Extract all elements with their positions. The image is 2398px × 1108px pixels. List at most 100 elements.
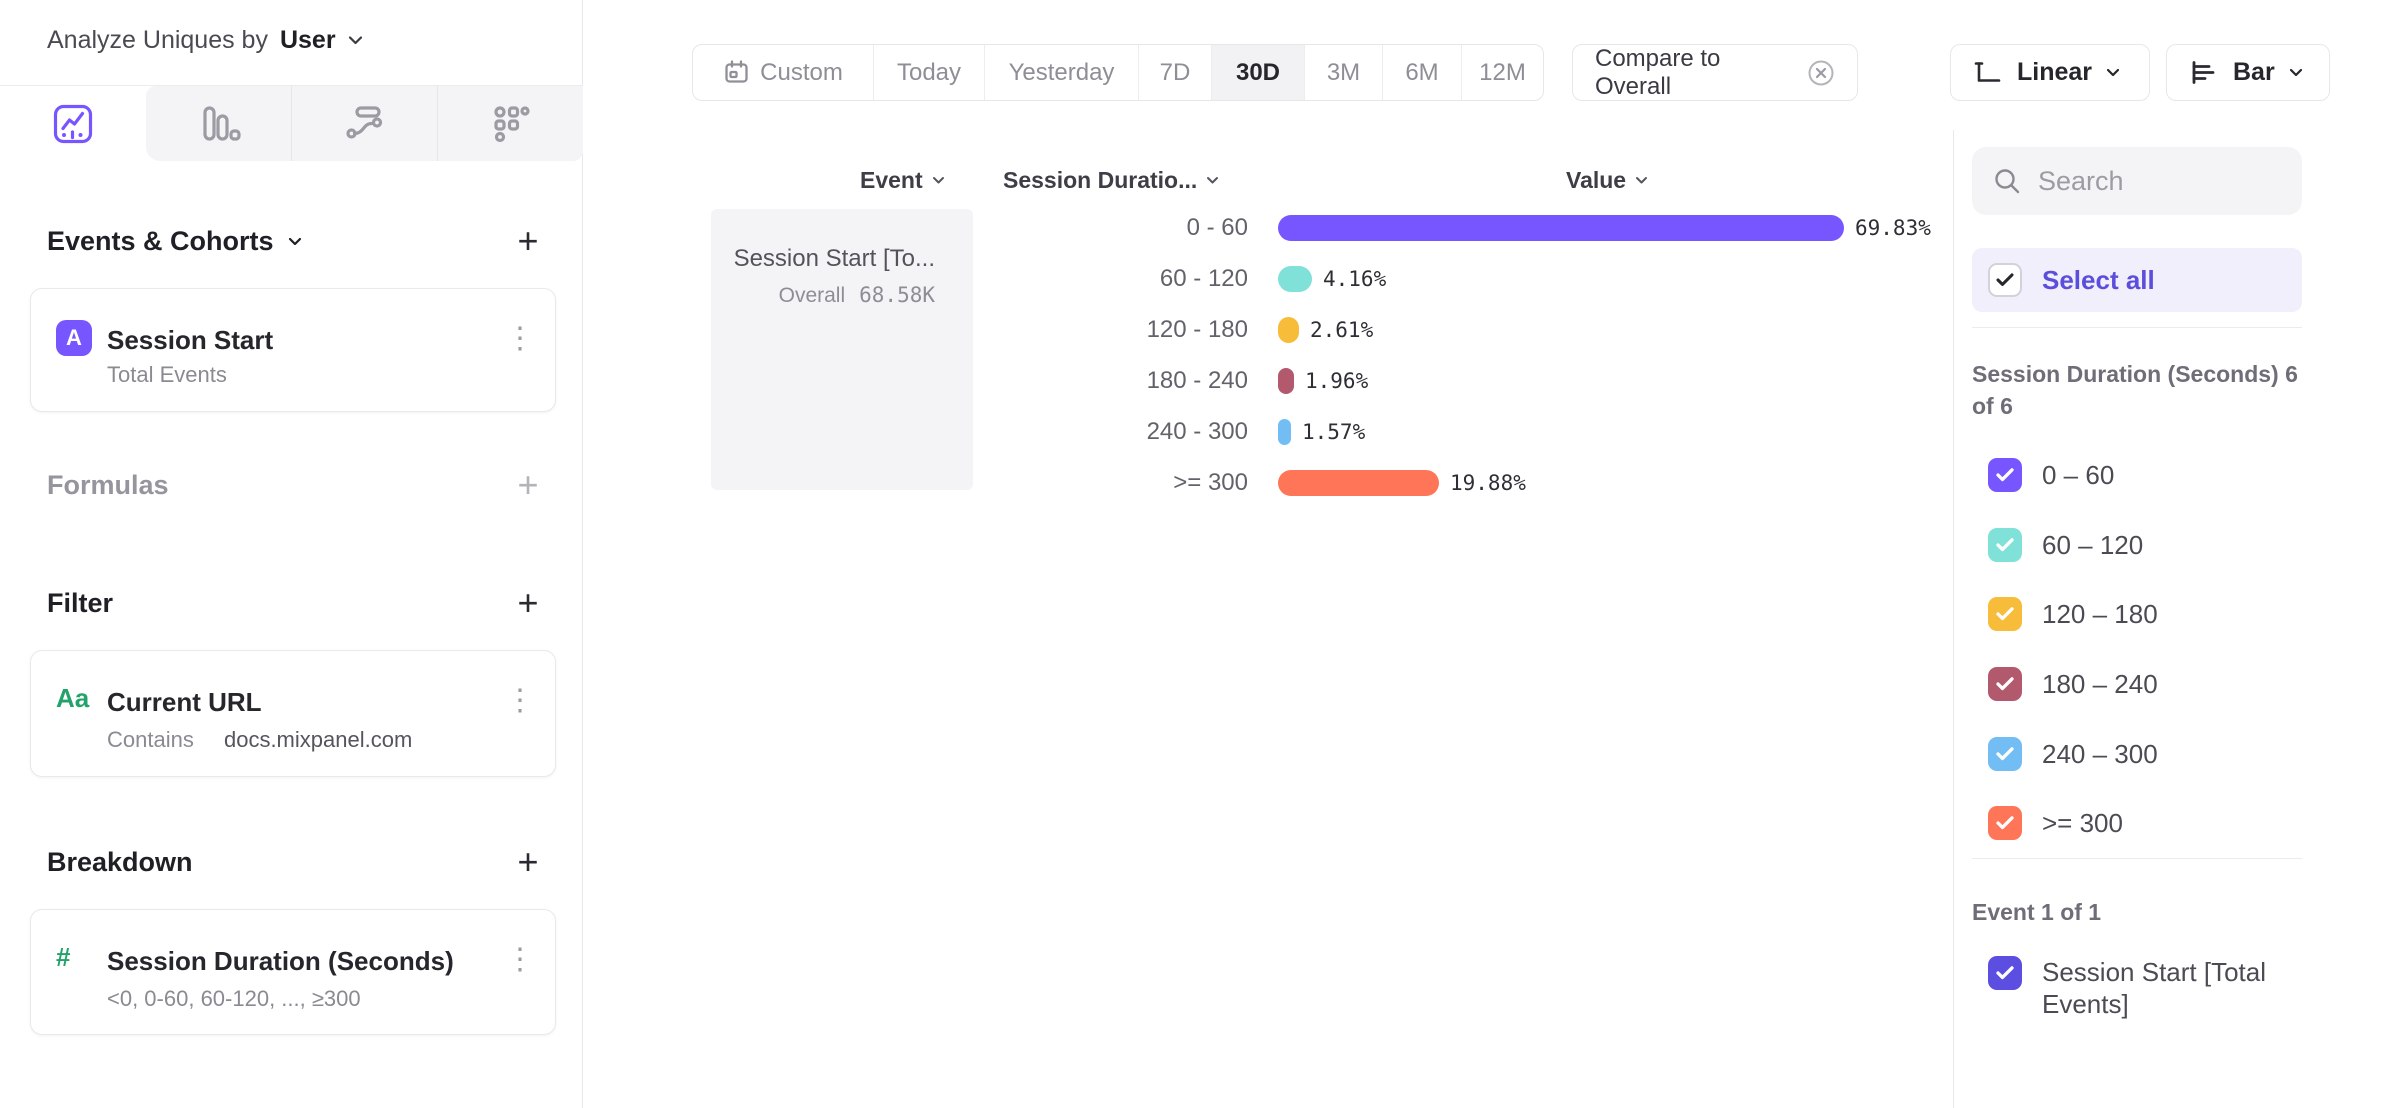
category-label: 240 - 300 <box>1146 418 1248 445</box>
chart-row: 0 - 60 69.83% <box>978 214 1931 241</box>
filter-value[interactable]: docs.mixpanel.com <box>223 727 413 752</box>
segment-row-240-300[interactable]: 240 – 300 <box>1988 737 2158 771</box>
date-tab-label: Today <box>896 58 962 86</box>
date-tab-7d[interactable]: 7D <box>1138 45 1211 100</box>
segment-checkbox[interactable] <box>1988 597 2022 631</box>
add-formula-button[interactable]: + <box>517 464 539 505</box>
add-filter-button[interactable]: + <box>517 582 539 623</box>
filter-section-title: Filter <box>47 587 114 618</box>
segment-checkbox[interactable] <box>1988 458 2022 492</box>
date-tab-label: 3M <box>1326 58 1361 86</box>
breakdown-section-title: Breakdown <box>47 846 193 877</box>
segment-checkbox[interactable] <box>1988 737 2022 771</box>
column-header-label: Session Duratio... <box>1003 166 1198 193</box>
chart-type-selector-button[interactable]: Bar <box>2166 44 2330 101</box>
date-tab-3m[interactable]: 3M <box>1304 45 1382 100</box>
event-card-subtitle[interactable]: Total Events <box>107 362 227 387</box>
tab-flows[interactable] <box>291 86 437 161</box>
segment-checkbox[interactable] <box>1988 667 2022 701</box>
event-group-cell[interactable]: Session Start [To... Overall 68.58K <box>711 209 973 490</box>
bar-segment-0-60[interactable] <box>1278 215 1844 241</box>
value-label: 19.88% <box>1450 471 1526 495</box>
filter-card-condition[interactable]: Contains docs.mixpanel.com <box>107 727 412 753</box>
segment-row-180-240[interactable]: 180 – 240 <box>1988 667 2158 701</box>
event-item-row[interactable]: Session Start [Total Events] <box>1988 956 2290 1020</box>
segment-row-60-120[interactable]: 60 – 120 <box>1988 528 2143 562</box>
filter-card-current-url[interactable]: Aa Current URL ⋮ Contains docs.mixpanel.… <box>30 650 556 777</box>
tab-insights-line[interactable] <box>0 86 146 161</box>
formulas-section-title: Formulas <box>47 469 169 500</box>
chart-row: 120 - 180 2.61% <box>978 316 1374 343</box>
breakdown-group-label: Session Duration (Seconds) 6 of 6 <box>1972 361 2298 419</box>
column-header-value[interactable]: Value <box>1566 166 1648 194</box>
date-tab-30d[interactable]: 30D <box>1211 45 1304 100</box>
select-all-row[interactable]: Select all <box>1972 248 2302 312</box>
bar-chart-icon <box>196 101 242 147</box>
date-tab-label: Custom <box>760 58 843 86</box>
line-chart-icon <box>50 101 96 147</box>
event-card-session-start[interactable]: A Session Start ⋮ Total Events <box>30 288 556 412</box>
bar-segment-240-300[interactable] <box>1278 419 1291 445</box>
events-section-title[interactable]: Events & Cohorts <box>47 225 274 256</box>
search-icon <box>1992 166 2022 196</box>
breakdown-card-title[interactable]: Session Duration (Seconds) <box>107 946 454 976</box>
event-item-checkbox[interactable] <box>1988 956 2022 990</box>
calendar-icon <box>723 59 750 86</box>
category-label: >= 300 <box>1173 469 1248 496</box>
add-breakdown-button[interactable]: + <box>517 841 539 882</box>
segment-checkbox[interactable] <box>1988 528 2022 562</box>
segment-search[interactable] <box>1972 147 2302 215</box>
kebab-menu-icon[interactable]: ⋮ <box>505 684 535 717</box>
analyze-selection-value[interactable]: User <box>279 25 336 54</box>
column-header-breakdown[interactable]: Session Duratio... <box>1003 166 1219 194</box>
category-label: 120 - 180 <box>1146 316 1248 343</box>
segment-label: >= 300 <box>2042 807 2123 838</box>
date-tab-custom[interactable]: Custom <box>693 45 873 100</box>
remove-compare-icon[interactable] <box>1807 59 1835 87</box>
filter-card-title[interactable]: Current URL <box>107 687 262 717</box>
chart-row: >= 300 19.88% <box>978 469 1526 496</box>
kebab-menu-icon[interactable]: ⋮ <box>505 943 535 976</box>
date-range-tabs: Custom Today Yesterday 7D 30D 3M 6M 12M <box>692 44 1544 101</box>
flows-icon <box>342 101 388 147</box>
kebab-menu-icon[interactable]: ⋮ <box>505 322 535 355</box>
value-label: 69.83% <box>1855 216 1931 240</box>
chart-row: 60 - 120 4.16% <box>978 265 1386 292</box>
horizontal-bars-icon <box>2189 59 2219 86</box>
event-letter-badge: A <box>56 320 92 356</box>
date-tab-today[interactable]: Today <box>873 45 984 100</box>
date-tab-yesterday[interactable]: Yesterday <box>984 45 1138 100</box>
segment-row-0-60[interactable]: 0 – 60 <box>1988 458 2114 492</box>
segment-checkbox[interactable] <box>1988 806 2022 840</box>
date-tab-label: 6M <box>1405 58 1439 86</box>
category-label: 60 - 120 <box>1159 265 1248 292</box>
scale-selector-button[interactable]: Linear <box>1950 44 2150 101</box>
tab-metrics[interactable] <box>437 86 583 161</box>
select-all-checkbox[interactable] <box>1988 263 2022 297</box>
date-tab-12m[interactable]: 12M <box>1461 45 1543 100</box>
search-input[interactable] <box>2038 165 2282 197</box>
tab-bar-chart[interactable] <box>146 86 291 161</box>
date-tab-6m[interactable]: 6M <box>1382 45 1461 100</box>
breakdown-card-session-duration[interactable]: # Session Duration (Seconds) ⋮ <0, 0-60,… <box>30 909 556 1035</box>
select-all-label: Select all <box>2042 264 2155 295</box>
segment-row-120-180[interactable]: 120 – 180 <box>1988 597 2158 631</box>
compare-to-overall-chip[interactable]: Compare to Overall <box>1572 44 1858 101</box>
query-builder-sidebar: Analyze Uniques by User <box>0 0 583 1108</box>
number-type-icon: # <box>56 942 71 972</box>
add-event-button[interactable]: + <box>517 220 539 261</box>
breakdown-card-buckets[interactable]: <0, 0-60, 60-120, ..., ≥300 <box>107 986 361 1011</box>
analyze-uniques-selector[interactable]: Analyze Uniques by User <box>47 0 363 80</box>
bar-segment-60-120[interactable] <box>1278 266 1312 292</box>
bar-segment-180-240[interactable] <box>1278 368 1294 394</box>
bar-segment-120-180[interactable] <box>1278 317 1299 343</box>
filter-operator[interactable]: Contains <box>107 727 194 752</box>
column-header-event[interactable]: Event <box>860 166 945 194</box>
overall-label: Overall <box>778 284 846 307</box>
right-panel-divider <box>1972 858 2302 859</box>
segment-row-gte-300[interactable]: >= 300 <box>1988 806 2123 840</box>
event-card-title[interactable]: Session Start <box>107 325 274 355</box>
value-label: 2.61% <box>1310 318 1374 342</box>
date-tab-label: 30D <box>1235 58 1281 86</box>
bar-segment-gte-300[interactable] <box>1278 470 1439 496</box>
